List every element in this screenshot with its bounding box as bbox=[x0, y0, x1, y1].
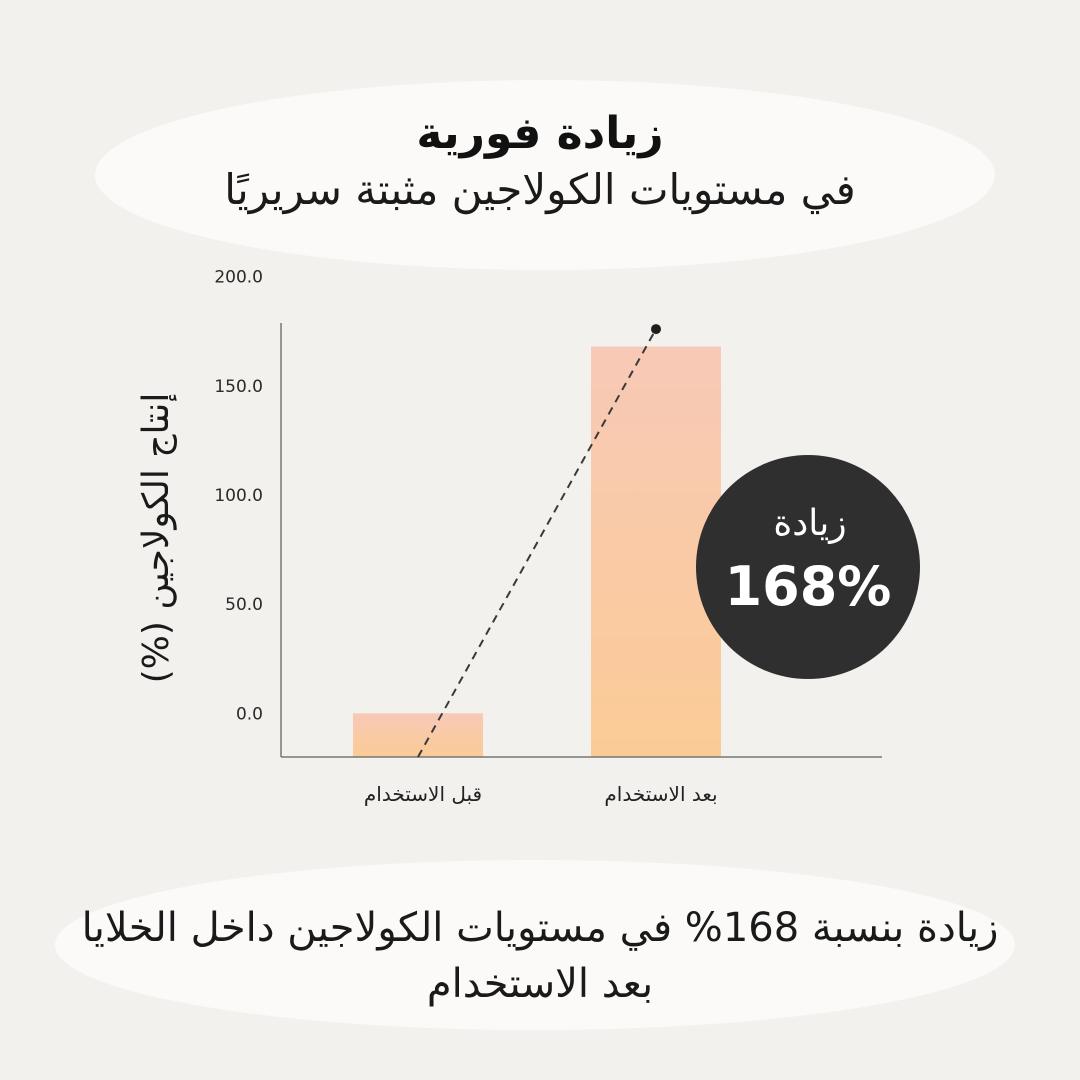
y-tick-label: 50.0 bbox=[225, 595, 263, 615]
title-backdrop bbox=[95, 80, 995, 270]
y-tick-label: 100.0 bbox=[214, 486, 263, 506]
y-tick-label: 150.0 bbox=[214, 377, 263, 397]
x-category-label: قبل الاستخدام bbox=[364, 782, 482, 806]
caption-line-1: زيادة بنسبة 168% في مستويات الكولاجين دا… bbox=[81, 905, 999, 951]
page-subtitle: في مستويات الكولاجين مثبتة سريريًا bbox=[224, 165, 856, 214]
badge-label: زيادة bbox=[773, 503, 846, 544]
bar-0 bbox=[353, 713, 483, 757]
y-axis-label: إنتاج الكولاجين (%) bbox=[136, 393, 177, 684]
trend-end-point bbox=[651, 324, 661, 335]
badge-value: 168% bbox=[725, 555, 892, 618]
x-category-label: بعد الاستخدام bbox=[604, 782, 717, 806]
increase-badge bbox=[696, 455, 920, 679]
y-tick-label: 0.0 bbox=[236, 704, 263, 724]
caption-line-2: بعد الاستخدام bbox=[426, 961, 654, 1007]
caption-backdrop bbox=[55, 860, 1015, 1030]
page-title: زيادة فورية bbox=[416, 108, 664, 159]
trend-line bbox=[417, 328, 657, 758]
y-tick-label: 200.0 bbox=[214, 268, 263, 288]
